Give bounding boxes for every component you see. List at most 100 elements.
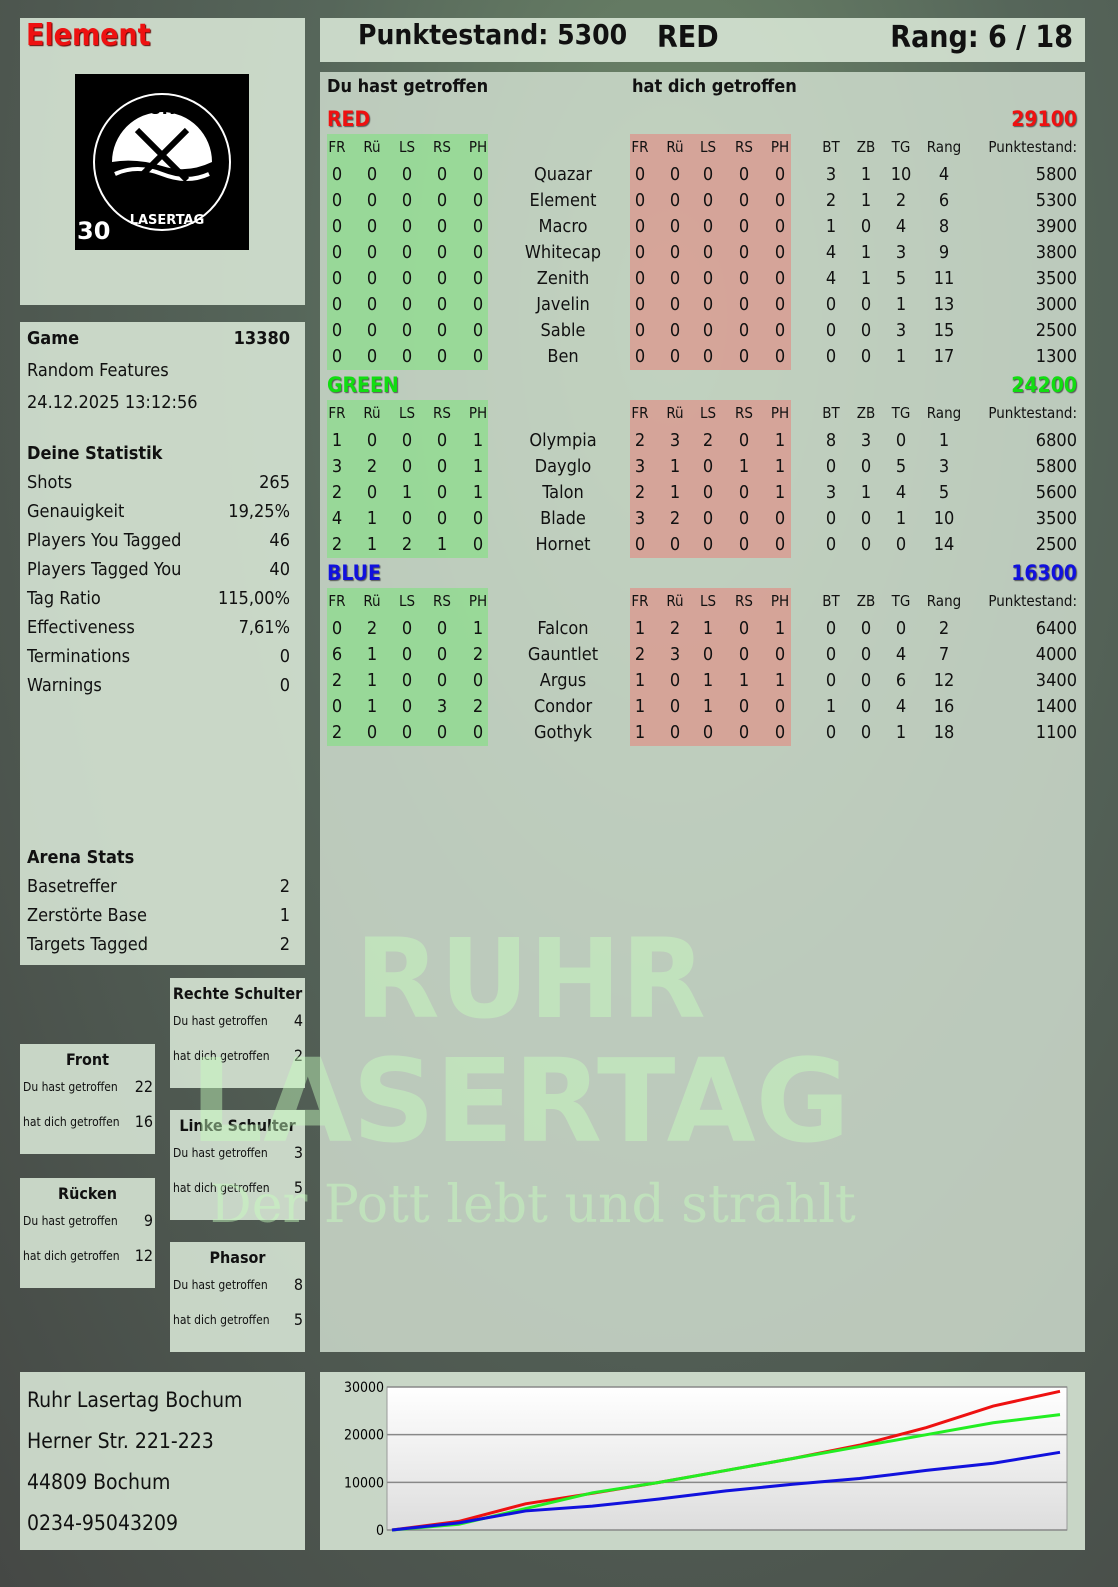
player-row[interactable]: 6 1 0 0 2 Gauntlet 2 3 0 0 0 0 0 4 7 4000 <box>320 642 1085 668</box>
you-hit-count: 0 <box>366 346 378 367</box>
y-tick-label: 30000 <box>344 1380 384 1396</box>
you-hit-count: 0 <box>436 242 448 263</box>
stat-row: Terminations 0 <box>27 646 290 667</box>
team-total: 24200 <box>1011 373 1077 397</box>
col-header: RS <box>735 138 753 156</box>
you-hit-count: 1 <box>366 534 378 555</box>
player-stat: 1 <box>895 346 907 367</box>
col-header: RS <box>433 138 451 156</box>
stat-label: Warnings <box>27 675 102 696</box>
player-stat: 6 <box>895 670 907 691</box>
player-row[interactable]: 0 0 0 0 0 Macro 0 0 0 0 0 1 0 4 8 3900 <box>320 214 1085 240</box>
you-hit-count: 0 <box>436 268 448 289</box>
player-stat: 6 <box>938 190 950 211</box>
player-row[interactable]: 0 0 0 0 0 Element 0 0 0 0 0 2 1 2 6 5300 <box>320 188 1085 214</box>
hit-you-count: 1 <box>702 618 714 639</box>
player-row[interactable]: 3 2 0 0 1 Dayglo 3 1 0 1 1 0 0 5 3 5800 <box>320 454 1085 480</box>
you-hit-count: 0 <box>331 346 343 367</box>
venue-name: Ruhr Lasertag Bochum <box>27 1388 243 1412</box>
player-stat: 2 <box>825 190 837 211</box>
zone-label: hat dich getroffen <box>173 1048 270 1063</box>
player-row[interactable]: 0 0 0 0 0 Ben 0 0 0 0 0 0 0 1 17 1300 <box>320 344 1085 370</box>
player-stat: 4 <box>895 696 907 717</box>
hit-zone-box: Rücken Du hast getroffen 9 hat dich getroff… <box>20 1178 155 1288</box>
col-header: FR <box>631 404 649 422</box>
player-row[interactable]: 0 0 0 0 0 Quazar 0 0 0 0 0 3 1 10 4 5800 <box>320 162 1085 188</box>
you-hit-count: 0 <box>401 644 413 665</box>
player-name: Falcon <box>537 618 589 639</box>
you-hit-count: 0 <box>436 190 448 211</box>
stat-label: Shots <box>27 472 73 493</box>
zone-you-hit: Du hast getroffen 8 <box>170 1267 305 1302</box>
hit-you-count: 0 <box>669 696 681 717</box>
you-hit-count: 0 <box>436 644 448 665</box>
stat-label: Players Tagged You <box>27 559 182 580</box>
player-stat: 5 <box>895 456 907 477</box>
hit-you-count: 1 <box>669 482 681 503</box>
player-stat: 7 <box>938 644 950 665</box>
player-row[interactable]: 0 0 0 0 0 Zenith 0 0 0 0 0 4 1 5 11 3500 <box>320 266 1085 292</box>
player-row[interactable]: 0 2 0 0 1 Falcon 1 2 1 0 1 0 0 0 2 6400 <box>320 616 1085 642</box>
player-stat: 0 <box>825 508 837 529</box>
player-name: Talon <box>542 482 584 503</box>
player-row[interactable]: 0 0 0 0 0 Whitecap 0 0 0 0 0 4 1 3 9 3800 <box>320 240 1085 266</box>
player-stat: 18 <box>933 722 955 743</box>
you-hit-count: 0 <box>366 164 378 185</box>
col-header: FR <box>328 404 346 422</box>
hit-you-count: 1 <box>774 670 786 691</box>
you-hit-count: 0 <box>472 320 484 341</box>
player-row[interactable]: 0 0 0 0 0 Javelin 0 0 0 0 0 0 0 1 13 3000 <box>320 292 1085 318</box>
player-team: RED <box>657 20 719 55</box>
player-score: 2500 <box>1035 320 1077 341</box>
player-row[interactable]: 0 0 0 0 0 Sable 0 0 0 0 0 0 0 3 15 2500 <box>320 318 1085 344</box>
player-stat: 0 <box>825 644 837 665</box>
player-stat: 0 <box>825 722 837 743</box>
player-row[interactable]: 2 0 1 0 1 Talon 2 1 0 0 1 3 1 4 5 5600 <box>320 480 1085 506</box>
player-row[interactable]: 1 0 0 0 1 Olympia 2 3 2 0 1 8 3 0 1 6800 <box>320 428 1085 454</box>
hit-you-count: 3 <box>669 644 681 665</box>
you-hit-count: 0 <box>366 216 378 237</box>
player-name: Olympia <box>529 430 597 451</box>
y-tick-label: 20000 <box>344 1428 384 1444</box>
you-hit-count: 0 <box>366 482 378 503</box>
player-row[interactable]: 2 1 2 1 0 Hornet 0 0 0 0 0 0 0 0 14 2500 <box>320 532 1085 558</box>
player-stat: 3 <box>825 482 837 503</box>
player-stat: 10 <box>933 508 955 529</box>
player-stat: 1 <box>860 482 872 503</box>
hit-you-count: 0 <box>702 722 714 743</box>
player-score: 1400 <box>1035 696 1077 717</box>
player-name: Hornet <box>535 534 591 555</box>
player-stat: 0 <box>860 534 872 555</box>
player-stat: 3 <box>825 164 837 185</box>
player-stat: 0 <box>825 534 837 555</box>
player-stat: 0 <box>895 430 907 451</box>
hit-you-count: 0 <box>738 190 750 211</box>
player-row[interactable]: 0 1 0 3 2 Condor 1 0 1 0 0 1 0 4 16 1400 <box>320 694 1085 720</box>
series-line-2 <box>391 1450 1061 1532</box>
player-score: 6400 <box>1035 618 1077 639</box>
hit-you-count: 0 <box>702 456 714 477</box>
you-hit-count: 0 <box>401 242 413 263</box>
zone-value: 2 <box>293 1046 303 1065</box>
stat-row: Basetreffer 2 <box>27 876 290 897</box>
player-row[interactable]: 4 1 0 0 0 Blade 3 2 0 0 0 0 0 1 10 3500 <box>320 506 1085 532</box>
zone-hit-you: hat dich getroffen 5 <box>170 1170 305 1205</box>
player-stat: 0 <box>860 696 872 717</box>
hit-you-count: 1 <box>774 618 786 639</box>
col-header: LS <box>398 404 416 422</box>
player-row[interactable]: 2 1 0 0 0 Argus 1 0 1 1 1 0 0 6 12 3400 <box>320 668 1085 694</box>
player-row[interactable]: 2 0 0 0 0 Gothyk 1 0 0 0 0 0 0 1 18 1100 <box>320 720 1085 746</box>
hit-you-count: 0 <box>669 320 681 341</box>
player-stat: 1 <box>895 294 907 315</box>
player-stat: 0 <box>860 670 872 691</box>
player-score: 3500 <box>1035 268 1077 289</box>
player-score: 3400 <box>1035 670 1077 691</box>
hit-you-count: 0 <box>669 722 681 743</box>
hit-you-count: 2 <box>634 644 646 665</box>
col-header: Rü <box>666 138 684 156</box>
team-name: BLUE <box>327 561 381 585</box>
you-hit-count: 1 <box>401 482 413 503</box>
you-hit-count: 1 <box>472 430 484 451</box>
hit-you-count: 1 <box>738 456 750 477</box>
player-stat: 4 <box>825 242 837 263</box>
